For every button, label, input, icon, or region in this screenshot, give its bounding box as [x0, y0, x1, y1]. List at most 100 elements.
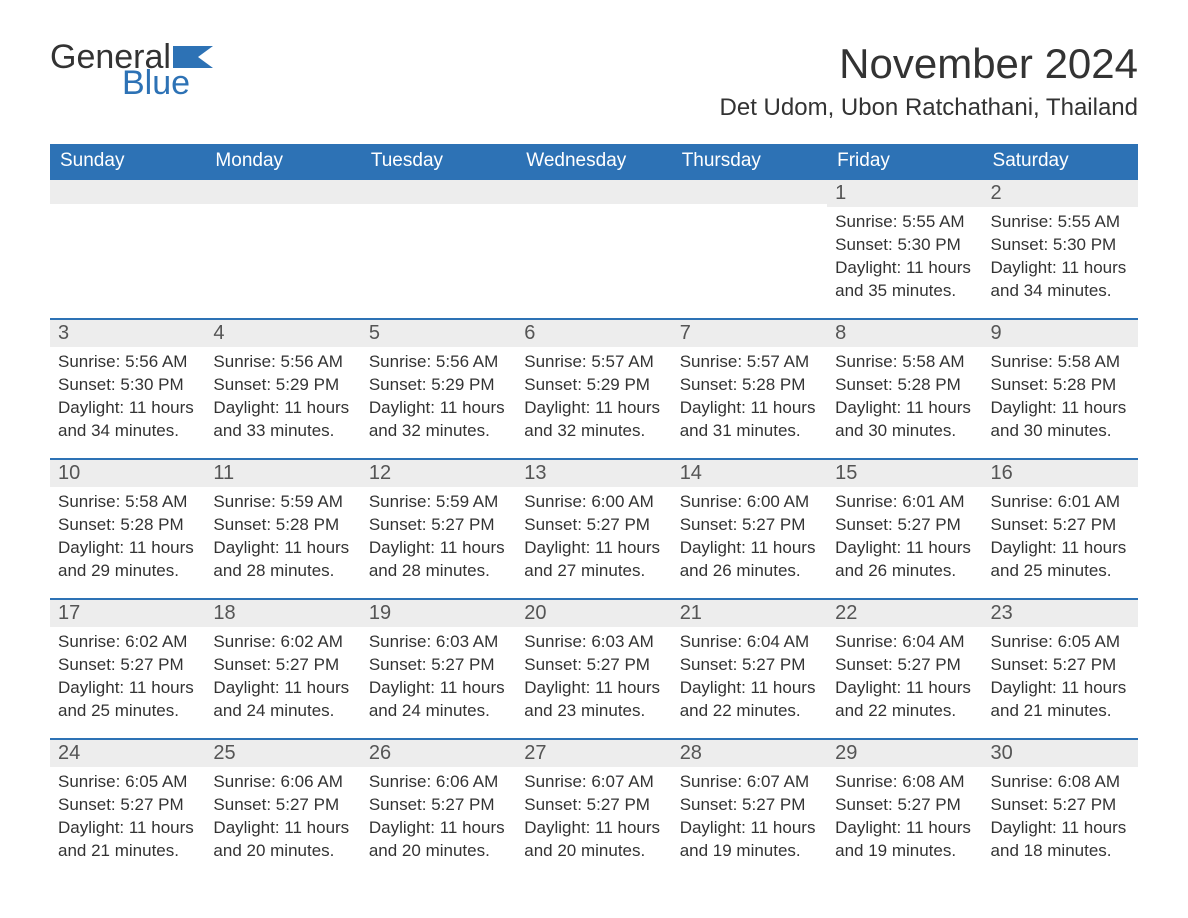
- day-content: Sunrise: 6:06 AMSunset: 5:27 PMDaylight:…: [205, 767, 360, 875]
- location: Det Udom, Ubon Ratchathani, Thailand: [720, 94, 1138, 122]
- day-number: 19: [361, 598, 516, 627]
- calendar-cell: 4Sunrise: 5:56 AMSunset: 5:29 PMDaylight…: [205, 318, 360, 458]
- calendar-body: 1Sunrise: 5:55 AMSunset: 5:30 PMDaylight…: [50, 178, 1138, 878]
- sunset-line: Sunset: 5:27 PM: [991, 794, 1130, 817]
- daylight-line: Daylight: 11 hours and 26 minutes.: [680, 537, 819, 583]
- sunset-line: Sunset: 5:29 PM: [213, 374, 352, 397]
- day-number: 20: [516, 598, 671, 627]
- day-content: Sunrise: 6:06 AMSunset: 5:27 PMDaylight:…: [361, 767, 516, 875]
- calendar-cell: 30Sunrise: 6:08 AMSunset: 5:27 PMDayligh…: [983, 738, 1138, 878]
- sunrise-line: Sunrise: 6:08 AM: [991, 771, 1130, 794]
- day-number: 17: [50, 598, 205, 627]
- sunset-line: Sunset: 5:27 PM: [58, 794, 197, 817]
- sunrise-line: Sunrise: 6:08 AM: [835, 771, 974, 794]
- day-content: Sunrise: 6:08 AMSunset: 5:27 PMDaylight:…: [983, 767, 1138, 875]
- sunrise-line: Sunrise: 6:04 AM: [835, 631, 974, 654]
- weekday-header: Saturday: [983, 144, 1138, 178]
- day-number: 24: [50, 738, 205, 767]
- daylight-line: Daylight: 11 hours and 26 minutes.: [835, 537, 974, 583]
- empty-day-bar: [50, 178, 205, 204]
- day-content: Sunrise: 6:04 AMSunset: 5:27 PMDaylight:…: [672, 627, 827, 735]
- sunrise-line: Sunrise: 6:04 AM: [680, 631, 819, 654]
- logo-word2: Blue: [122, 66, 190, 100]
- sunset-line: Sunset: 5:27 PM: [524, 794, 663, 817]
- day-number: 14: [672, 458, 827, 487]
- daylight-line: Daylight: 11 hours and 21 minutes.: [58, 817, 197, 863]
- calendar-cell: 27Sunrise: 6:07 AMSunset: 5:27 PMDayligh…: [516, 738, 671, 878]
- sunrise-line: Sunrise: 6:01 AM: [991, 491, 1130, 514]
- calendar-cell: 11Sunrise: 5:59 AMSunset: 5:28 PMDayligh…: [205, 458, 360, 598]
- day-content: Sunrise: 6:03 AMSunset: 5:27 PMDaylight:…: [361, 627, 516, 735]
- day-number: 28: [672, 738, 827, 767]
- sunset-line: Sunset: 5:27 PM: [835, 794, 974, 817]
- daylight-line: Daylight: 11 hours and 20 minutes.: [369, 817, 508, 863]
- calendar-cell: 21Sunrise: 6:04 AMSunset: 5:27 PMDayligh…: [672, 598, 827, 738]
- daylight-line: Daylight: 11 hours and 27 minutes.: [524, 537, 663, 583]
- daylight-line: Daylight: 11 hours and 21 minutes.: [991, 677, 1130, 723]
- calendar-cell: 14Sunrise: 6:00 AMSunset: 5:27 PMDayligh…: [672, 458, 827, 598]
- sunrise-line: Sunrise: 6:07 AM: [524, 771, 663, 794]
- daylight-line: Daylight: 11 hours and 34 minutes.: [58, 397, 197, 443]
- day-content: Sunrise: 5:56 AMSunset: 5:29 PMDaylight:…: [361, 347, 516, 455]
- sunset-line: Sunset: 5:27 PM: [369, 794, 508, 817]
- day-number: 15: [827, 458, 982, 487]
- calendar-cell: 23Sunrise: 6:05 AMSunset: 5:27 PMDayligh…: [983, 598, 1138, 738]
- day-content: Sunrise: 5:55 AMSunset: 5:30 PMDaylight:…: [983, 207, 1138, 315]
- calendar-cell: [516, 178, 671, 318]
- daylight-line: Daylight: 11 hours and 32 minutes.: [369, 397, 508, 443]
- day-number: 26: [361, 738, 516, 767]
- sunrise-line: Sunrise: 5:58 AM: [991, 351, 1130, 374]
- day-content: Sunrise: 6:05 AMSunset: 5:27 PMDaylight:…: [983, 627, 1138, 735]
- sunrise-line: Sunrise: 5:59 AM: [369, 491, 508, 514]
- weekday-header: Friday: [827, 144, 982, 178]
- calendar-table: Sunday Monday Tuesday Wednesday Thursday…: [50, 144, 1138, 878]
- daylight-line: Daylight: 11 hours and 35 minutes.: [835, 257, 974, 303]
- sunrise-line: Sunrise: 5:57 AM: [524, 351, 663, 374]
- daylight-line: Daylight: 11 hours and 20 minutes.: [213, 817, 352, 863]
- sunrise-line: Sunrise: 5:59 AM: [213, 491, 352, 514]
- calendar-cell: 15Sunrise: 6:01 AMSunset: 5:27 PMDayligh…: [827, 458, 982, 598]
- day-number: 7: [672, 318, 827, 347]
- daylight-line: Daylight: 11 hours and 33 minutes.: [213, 397, 352, 443]
- sunrise-line: Sunrise: 5:57 AM: [680, 351, 819, 374]
- day-content: Sunrise: 6:04 AMSunset: 5:27 PMDaylight:…: [827, 627, 982, 735]
- weekday-header: Thursday: [672, 144, 827, 178]
- calendar-cell: 26Sunrise: 6:06 AMSunset: 5:27 PMDayligh…: [361, 738, 516, 878]
- calendar-cell: 13Sunrise: 6:00 AMSunset: 5:27 PMDayligh…: [516, 458, 671, 598]
- day-content: Sunrise: 5:57 AMSunset: 5:29 PMDaylight:…: [516, 347, 671, 455]
- daylight-line: Daylight: 11 hours and 19 minutes.: [680, 817, 819, 863]
- day-number: 30: [983, 738, 1138, 767]
- daylight-line: Daylight: 11 hours and 34 minutes.: [991, 257, 1130, 303]
- day-content: Sunrise: 5:57 AMSunset: 5:28 PMDaylight:…: [672, 347, 827, 455]
- sunrise-line: Sunrise: 6:01 AM: [835, 491, 974, 514]
- sunset-line: Sunset: 5:27 PM: [991, 514, 1130, 537]
- sunset-line: Sunset: 5:27 PM: [680, 654, 819, 677]
- sunset-line: Sunset: 5:28 PM: [213, 514, 352, 537]
- day-content: Sunrise: 6:02 AMSunset: 5:27 PMDaylight:…: [50, 627, 205, 735]
- weekday-header: Monday: [205, 144, 360, 178]
- calendar-cell: 8Sunrise: 5:58 AMSunset: 5:28 PMDaylight…: [827, 318, 982, 458]
- sunrise-line: Sunrise: 6:00 AM: [524, 491, 663, 514]
- sunset-line: Sunset: 5:30 PM: [991, 234, 1130, 257]
- calendar-cell: [205, 178, 360, 318]
- daylight-line: Daylight: 11 hours and 30 minutes.: [991, 397, 1130, 443]
- sunset-line: Sunset: 5:28 PM: [58, 514, 197, 537]
- sunrise-line: Sunrise: 6:07 AM: [680, 771, 819, 794]
- calendar-cell: 7Sunrise: 5:57 AMSunset: 5:28 PMDaylight…: [672, 318, 827, 458]
- calendar-cell: 12Sunrise: 5:59 AMSunset: 5:27 PMDayligh…: [361, 458, 516, 598]
- sunrise-line: Sunrise: 6:06 AM: [369, 771, 508, 794]
- day-number: 29: [827, 738, 982, 767]
- calendar-row: 17Sunrise: 6:02 AMSunset: 5:27 PMDayligh…: [50, 598, 1138, 738]
- sunset-line: Sunset: 5:27 PM: [58, 654, 197, 677]
- day-content: Sunrise: 6:00 AMSunset: 5:27 PMDaylight:…: [672, 487, 827, 595]
- empty-day-bar: [205, 178, 360, 204]
- day-content: Sunrise: 5:56 AMSunset: 5:30 PMDaylight:…: [50, 347, 205, 455]
- sunrise-line: Sunrise: 6:02 AM: [213, 631, 352, 654]
- sunset-line: Sunset: 5:27 PM: [524, 654, 663, 677]
- daylight-line: Daylight: 11 hours and 30 minutes.: [835, 397, 974, 443]
- sunrise-line: Sunrise: 6:00 AM: [680, 491, 819, 514]
- sunset-line: Sunset: 5:28 PM: [680, 374, 819, 397]
- calendar-cell: 20Sunrise: 6:03 AMSunset: 5:27 PMDayligh…: [516, 598, 671, 738]
- day-number: 23: [983, 598, 1138, 627]
- daylight-line: Daylight: 11 hours and 31 minutes.: [680, 397, 819, 443]
